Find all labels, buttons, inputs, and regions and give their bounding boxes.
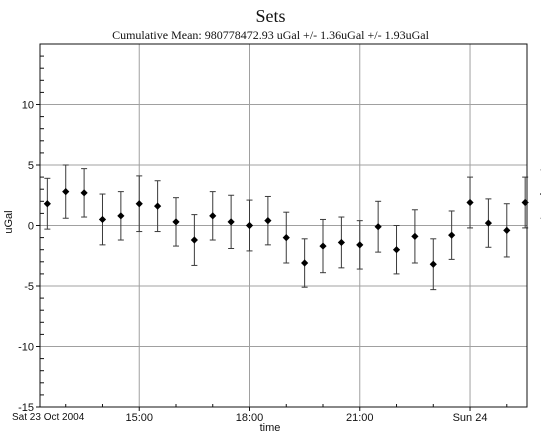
x-axis-label: time [260, 422, 281, 434]
data-point [448, 231, 456, 239]
x-tick-label: Sun 24 [453, 412, 488, 424]
data-point [356, 241, 364, 249]
chart-title: Sets [255, 6, 285, 26]
chart-subtitle: Cumulative Mean: 980778472.93 uGal +/- 1… [112, 28, 429, 42]
x-tick-label: 15:00 [125, 412, 153, 424]
data-point [245, 221, 254, 230]
data-point [392, 246, 401, 254]
data-point [374, 223, 382, 231]
data-point [282, 234, 290, 242]
data-point [466, 198, 474, 207]
text-layer: Sets Cumulative Mean: 980778472.93 uGal … [3, 6, 430, 434]
data-point [117, 212, 125, 220]
plot-frame [39, 43, 528, 408]
data-point [337, 238, 345, 247]
y-tick-label: -5 [24, 281, 34, 293]
data-layer [43, 164, 541, 291]
y-tick-label: 10 [22, 100, 34, 112]
data-point [62, 188, 70, 196]
y-axis-label: uGal [3, 210, 15, 233]
data-point [190, 236, 198, 244]
data-point [43, 200, 51, 208]
y-tick-label: -10 [18, 342, 34, 354]
date-label: Sat 23 Oct 2004 [12, 412, 85, 423]
data-point [429, 260, 437, 268]
data-point [98, 215, 107, 224]
data-point [484, 219, 493, 227]
x-tick-label: 21:00 [346, 412, 374, 424]
y-tick-label: 0 [28, 221, 34, 233]
x-tick-label: 18:00 [236, 412, 264, 424]
data-point [264, 217, 272, 225]
data-point [227, 218, 235, 226]
data-point [154, 202, 162, 210]
data-point [301, 259, 309, 267]
data-point [503, 226, 511, 234]
y-tick-label: 5 [28, 160, 34, 172]
data-point [209, 212, 217, 220]
grid-layer [40, 44, 527, 408]
data-point [411, 232, 419, 240]
y-tick-label: -15 [18, 402, 34, 414]
data-point [135, 200, 143, 208]
data-point [319, 242, 327, 250]
data-point [172, 218, 180, 226]
data-point [80, 189, 88, 197]
